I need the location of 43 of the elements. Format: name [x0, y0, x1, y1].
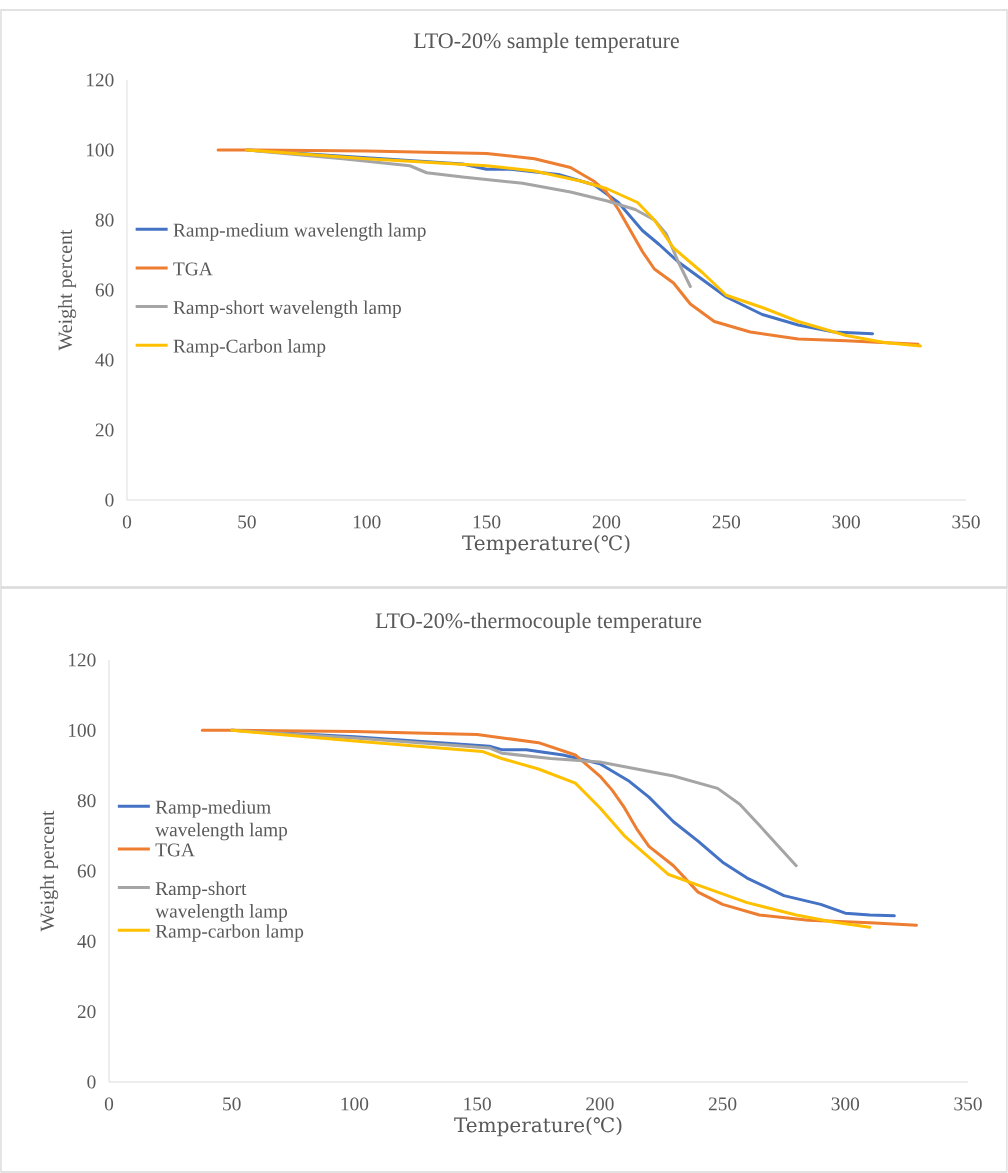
y-tick-label: 40 [95, 353, 114, 367]
legend-label: Ramp-medium wavelength lamp [155, 800, 288, 841]
y-tick-label: 20 [77, 1005, 96, 1019]
legend-label: TGA [155, 843, 195, 857]
x-tick-label: 300 [831, 1097, 860, 1111]
legend-label: Ramp-Carbon lamp [173, 339, 326, 357]
y-tick-label: 0 [87, 1075, 96, 1089]
y-tick-label: 40 [77, 934, 96, 948]
y-tick-label: 0 [105, 493, 114, 507]
x-tick-label: 100 [353, 515, 381, 529]
legend-label: Ramp-carbon lamp [155, 924, 304, 942]
y-tick-label: 60 [95, 283, 114, 297]
x-tick-label: 50 [223, 1097, 241, 1111]
x-tick-label: 50 [238, 515, 256, 529]
x-tick-label: 150 [473, 515, 501, 529]
chart-title: LTO-20%-thermocouple temperature [375, 612, 702, 633]
y-tick-label: 20 [95, 423, 114, 437]
y-tick-label: 80 [77, 794, 96, 808]
x-axis-title: Temperature(℃) [454, 1116, 622, 1137]
x-tick-label: 250 [708, 1097, 737, 1111]
y-tick-label: 120 [86, 73, 114, 87]
x-tick-label: 350 [952, 515, 980, 529]
x-tick-label: 300 [832, 515, 860, 529]
y-tick-label: 80 [95, 213, 114, 227]
y-tick-label: 100 [86, 143, 114, 157]
y-tick-label: 100 [68, 723, 96, 737]
y-tick-label: 60 [77, 864, 96, 878]
x-tick-label: 100 [341, 1097, 369, 1111]
legend-label: TGA [173, 262, 213, 276]
x-tick-label: 200 [592, 515, 621, 529]
x-tick-label: 150 [464, 1097, 491, 1111]
chart-title: LTO-20% sample temperature [413, 32, 679, 53]
x-tick-label: 250 [712, 515, 741, 529]
y-tick-label: 120 [68, 653, 96, 667]
x-tick-label: 0 [122, 515, 132, 529]
x-axis-title: Temperature(℃) [462, 534, 630, 555]
legend-label: Ramp-short wavelength lamp [173, 300, 401, 319]
legend-label: Ramp-medium wavelength lamp [173, 223, 426, 241]
y-axis-title: Weight percent [57, 229, 77, 351]
legend-label: Ramp-short wavelength lamp [155, 881, 288, 922]
x-tick-label: 350 [954, 1097, 982, 1111]
y-axis-title: Weight percent [39, 810, 59, 932]
x-tick-label: 200 [586, 1097, 614, 1111]
